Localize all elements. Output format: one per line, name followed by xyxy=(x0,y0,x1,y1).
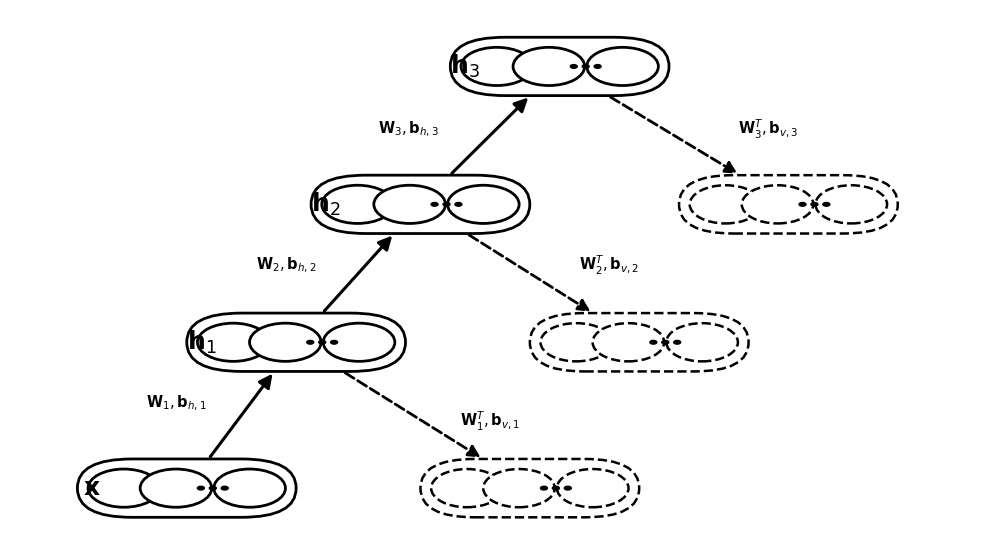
Text: $\mathbf{h}_{1}$: $\mathbf{h}_{1}$ xyxy=(187,329,216,356)
Circle shape xyxy=(587,47,658,86)
Circle shape xyxy=(209,486,216,490)
Circle shape xyxy=(431,203,438,206)
Circle shape xyxy=(594,64,601,68)
Circle shape xyxy=(540,486,547,490)
Circle shape xyxy=(307,340,314,344)
Circle shape xyxy=(88,469,160,507)
Text: $\mathbf{W}_1,\mathbf{b}_{h,1}$: $\mathbf{W}_1,\mathbf{b}_{h,1}$ xyxy=(146,393,207,413)
Circle shape xyxy=(593,323,664,361)
Text: $\mathbf{h}_{3}$: $\mathbf{h}_{3}$ xyxy=(450,53,480,80)
Circle shape xyxy=(674,340,681,344)
Circle shape xyxy=(374,185,445,224)
Circle shape xyxy=(690,185,761,224)
Circle shape xyxy=(650,340,657,344)
Text: $\mathbf{W}_3,\mathbf{b}_{h,3}$: $\mathbf{W}_3,\mathbf{b}_{h,3}$ xyxy=(378,120,439,139)
Circle shape xyxy=(443,203,450,206)
Circle shape xyxy=(319,340,326,344)
Circle shape xyxy=(552,486,559,490)
Circle shape xyxy=(662,340,669,344)
Circle shape xyxy=(582,64,589,68)
Text: $\mathbf{x}$: $\mathbf{x}$ xyxy=(83,476,101,500)
Circle shape xyxy=(742,185,813,224)
Circle shape xyxy=(448,185,519,224)
FancyBboxPatch shape xyxy=(420,459,639,517)
Circle shape xyxy=(250,323,321,361)
FancyBboxPatch shape xyxy=(679,175,898,234)
Circle shape xyxy=(557,469,629,507)
Text: $\mathbf{W}_1^T,\mathbf{b}_{v,1}$: $\mathbf{W}_1^T,\mathbf{b}_{v,1}$ xyxy=(460,410,520,434)
Circle shape xyxy=(541,323,612,361)
FancyBboxPatch shape xyxy=(311,175,530,234)
Circle shape xyxy=(221,486,228,490)
Circle shape xyxy=(666,323,738,361)
Circle shape xyxy=(431,469,503,507)
Circle shape xyxy=(811,203,818,206)
Circle shape xyxy=(323,323,395,361)
Circle shape xyxy=(322,185,393,224)
Text: $\mathbf{h}_{2}$: $\mathbf{h}_{2}$ xyxy=(311,191,341,218)
Circle shape xyxy=(461,47,533,86)
Circle shape xyxy=(140,469,212,507)
Text: $\mathbf{W}_2^T,\mathbf{b}_{v,2}$: $\mathbf{W}_2^T,\mathbf{b}_{v,2}$ xyxy=(579,254,639,277)
FancyBboxPatch shape xyxy=(450,38,669,95)
Circle shape xyxy=(799,203,806,206)
Circle shape xyxy=(513,47,585,86)
FancyBboxPatch shape xyxy=(187,313,406,371)
Circle shape xyxy=(823,203,830,206)
Circle shape xyxy=(197,323,269,361)
Circle shape xyxy=(564,486,571,490)
Circle shape xyxy=(483,469,555,507)
Circle shape xyxy=(815,185,887,224)
Circle shape xyxy=(570,64,577,68)
FancyBboxPatch shape xyxy=(77,459,296,517)
Circle shape xyxy=(455,203,462,206)
FancyBboxPatch shape xyxy=(530,313,749,371)
Circle shape xyxy=(214,469,285,507)
Circle shape xyxy=(197,486,204,490)
Text: $\mathbf{W}_2,\mathbf{b}_{h,2}$: $\mathbf{W}_2,\mathbf{b}_{h,2}$ xyxy=(256,256,316,275)
Text: $\mathbf{W}_3^T,\mathbf{b}_{v,3}$: $\mathbf{W}_3^T,\mathbf{b}_{v,3}$ xyxy=(738,117,799,140)
Circle shape xyxy=(331,340,338,344)
